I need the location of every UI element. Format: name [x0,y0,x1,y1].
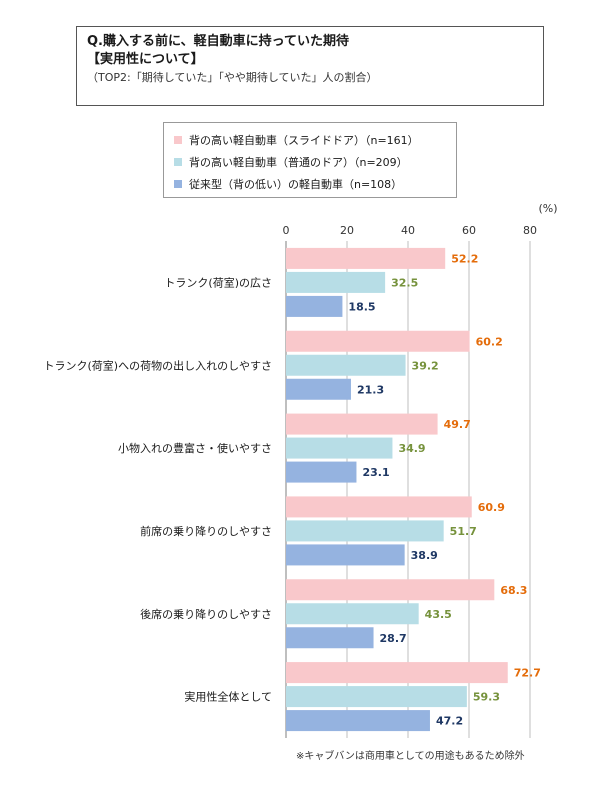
footnote: ※キャブバンは商用車としての用途もあるため除外 [296,751,525,762]
bar-s0-c5 [286,662,508,684]
legend-swatch-conventional [174,180,182,188]
data-label-s0-c3: 60.9 [478,501,505,514]
data-label-s0-c4: 68.3 [500,584,527,597]
legend-item-normal-door: 背の高い軽自動車（普通のドア）（n=209） [174,151,456,173]
bar-s0-c1 [286,330,470,352]
category-label-2: 小物入れの豊富さ・使いやすさ [118,441,272,455]
bar-s0-c2 [286,413,438,435]
data-label-s2-c3: 38.9 [411,549,438,562]
data-label-s0-c1: 60.2 [476,335,503,348]
data-label-s2-c0: 18.5 [348,300,375,313]
subtitle: （TOP2:「期待していた」「やや期待していた」人の割合） [87,71,378,84]
data-label-s1-c0: 32.5 [391,276,418,289]
bar-s2-c2 [286,461,357,483]
data-label-s2-c5: 47.2 [436,715,463,728]
category-label-5: 実用性全体として [184,690,272,704]
data-label-s1-c1: 39.2 [412,359,439,372]
legend-label-normal-door: 背の高い軽自動車（普通のドア）（n=209） [189,156,408,169]
data-label-s2-c4: 28.7 [380,632,407,645]
x-tick-label-0: 0 [283,224,290,237]
data-label-s1-c2: 34.9 [398,442,425,455]
category-label-0: トランク(荷室)の広さ [164,275,272,289]
legend-item-conventional: 従来型（背の低い）の軽自動車（n=108） [174,173,456,195]
question-title: Q.購入する前に、軽自動車に持っていた期待 [87,34,349,49]
bar-s2-c1 [286,378,351,400]
legend-label-slide-door: 背の高い軽自動車（スライドドア）（n=161） [189,134,419,147]
data-label-s2-c2: 23.1 [362,466,389,479]
legend-swatch-slide-door [174,136,182,144]
section-title: 【実用性について】 [87,52,204,67]
data-label-s1-c3: 51.7 [450,525,477,538]
bar-s2-c3 [286,544,405,566]
data-label-s0-c0: 52.2 [451,252,478,265]
data-label-s1-c4: 43.5 [425,608,452,621]
bar-s0-c3 [286,496,472,518]
data-label-s0-c2: 49.7 [444,418,471,431]
data-label-s2-c1: 21.3 [357,383,384,396]
legend-swatch-normal-door [174,158,182,166]
bar-s1-c1 [286,354,406,376]
x-tick-label-40: 40 [401,224,415,237]
bar-s2-c4 [286,627,374,649]
bar-s1-c5 [286,686,467,708]
category-label-4: 後席の乗り降りのしやすさ [140,607,272,621]
bar-s2-c0 [286,295,343,317]
title-box: Q.購入する前に、軽自動車に持っていた期待 【実用性について】 （TOP2:「期… [76,26,544,106]
bar-s1-c4 [286,603,419,625]
bar-s1-c2 [286,437,393,459]
unit-label: (%) [538,202,557,215]
category-label-1: トランク(荷室)への荷物の出し入れのしやすさ [44,358,272,372]
bar-s0-c4 [286,579,495,601]
data-label-s0-c5: 72.7 [514,667,541,680]
bar-s0-c0 [286,247,446,269]
category-label-3: 前席の乗り降りのしやすさ [140,524,272,538]
bar-s2-c5 [286,710,430,732]
x-tick-label-20: 20 [340,224,354,237]
legend-item-slide-door: 背の高い軽自動車（スライドドア）（n=161） [174,129,456,151]
x-tick-label-80: 80 [523,224,537,237]
chart-legend: 背の高い軽自動車（スライドドア）（n=161） 背の高い軽自動車（普通のドア）（… [163,122,457,198]
bar-s1-c0 [286,271,386,293]
legend-label-conventional: 従来型（背の低い）の軽自動車（n=108） [189,178,403,191]
bar-s1-c3 [286,520,444,542]
x-tick-label-60: 60 [462,224,476,237]
data-label-s1-c5: 59.3 [473,691,500,704]
